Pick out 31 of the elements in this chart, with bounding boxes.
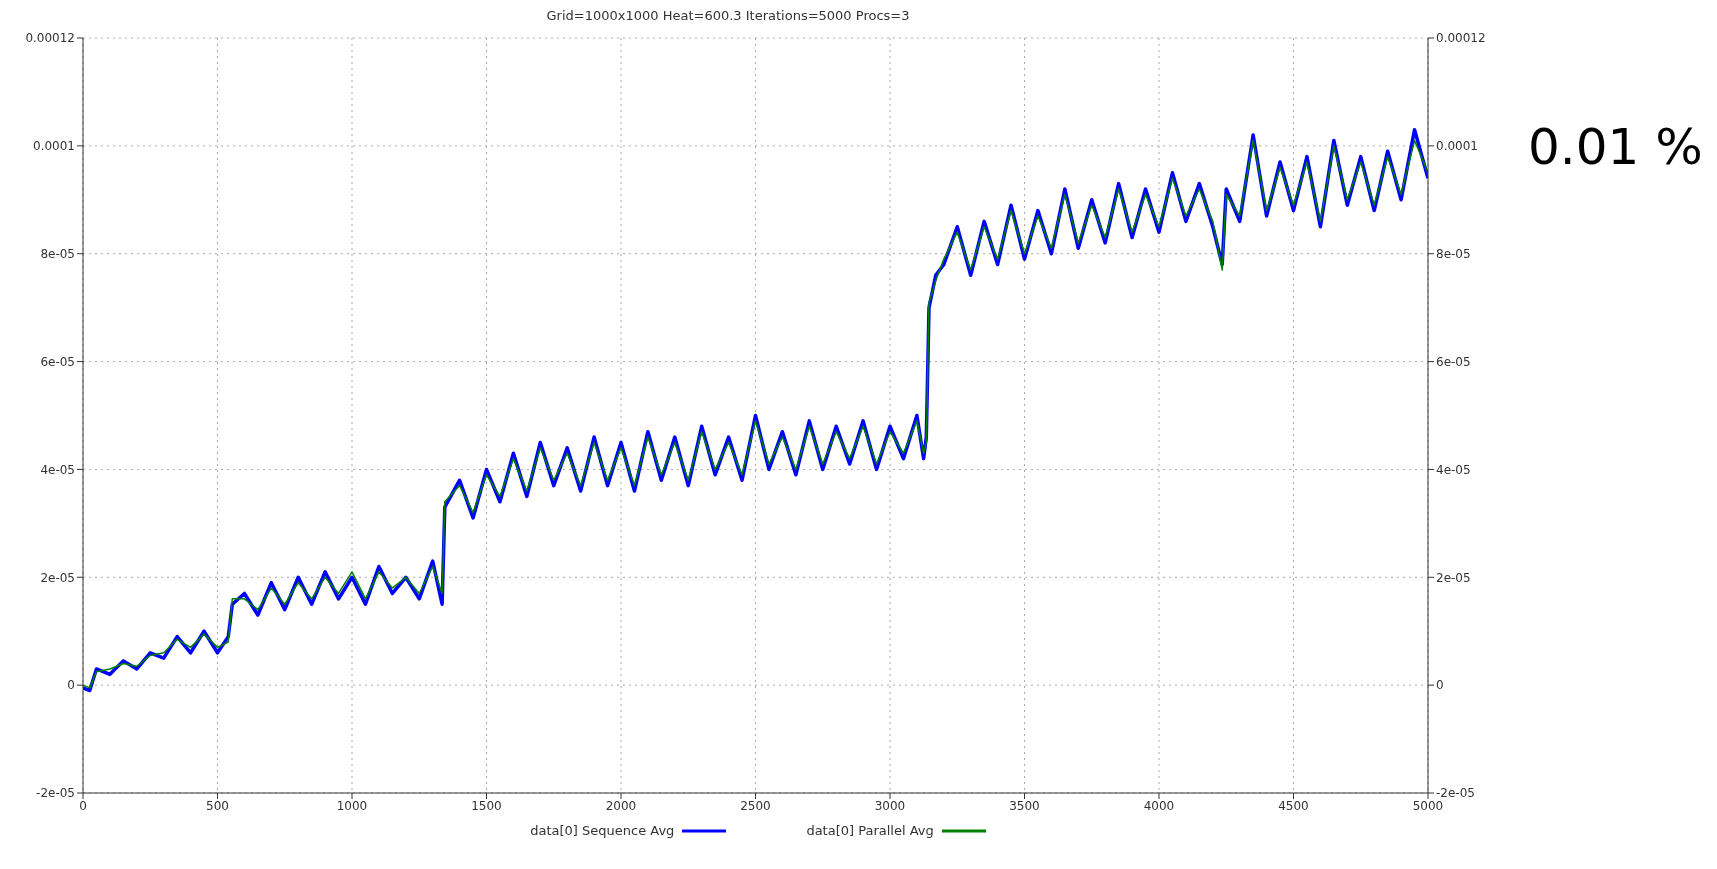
x-tick-label: 500: [206, 798, 229, 813]
chart-title: Grid=1000x1000 Heat=600.3 Iterations=5000 Procs=3: [545, 8, 911, 23]
text: 0.01 %: [1528, 118, 1703, 176]
legend-label: data[0] Sequence Avg: [530, 823, 675, 838]
x-tick-label: 0: [79, 798, 87, 813]
y2-tick-label: 0.0001: [1436, 139, 1478, 154]
x-tick-label: 1000: [336, 798, 368, 813]
y-tick-label: 0: [67, 678, 75, 693]
y2-tick-label: 4e-05: [1436, 462, 1471, 477]
y-tick-label: 0.00012: [25, 31, 75, 46]
x-tick-label: 3000: [874, 798, 906, 813]
x-tick-label: 3500: [1009, 798, 1040, 813]
y-tick-label: -2e-05: [36, 786, 75, 801]
y-tick-label: 8e-05: [40, 246, 75, 261]
y-tick-label: 6e-05: [40, 354, 75, 369]
x-tick-label: 4500: [1278, 798, 1309, 813]
x-tick-label: 5000: [1412, 798, 1444, 813]
x-tick-label: 2500: [740, 798, 771, 813]
legend-label: data[0] Parallel Avg: [806, 823, 934, 838]
y2-tick-label: -2e-05: [1436, 786, 1475, 801]
x-tick-label: 2000: [605, 798, 637, 813]
y-tick-label: 0.0001: [33, 139, 75, 154]
y2-tick-label: 8e-05: [1436, 246, 1471, 261]
y2-tick-label: 0.00012: [1436, 31, 1486, 46]
y-tick-label: 2e-05: [40, 570, 75, 585]
x-tick-label: 4000: [1143, 798, 1175, 813]
y-tick-label: 4e-05: [40, 462, 75, 477]
y2-tick-label: 2e-05: [1436, 570, 1471, 585]
y2-tick-label: 6e-05: [1436, 354, 1471, 369]
y2-tick-label: 0: [1436, 678, 1444, 693]
x-tick-label: 1500: [471, 798, 502, 813]
